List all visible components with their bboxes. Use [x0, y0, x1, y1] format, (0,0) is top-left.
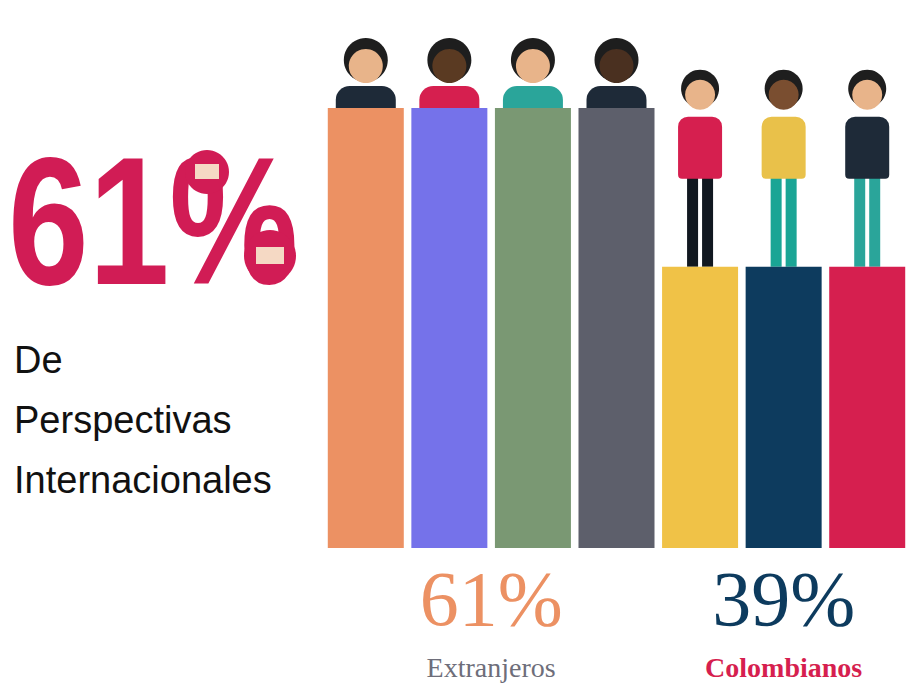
svg-text:61%: 61% — [8, 119, 298, 322]
svg-text:Perspectivas: Perspectivas — [14, 399, 232, 441]
svg-text:61%: 61% — [420, 555, 563, 642]
svg-text:Colombianos: Colombianos — [705, 652, 862, 683]
svg-text:De: De — [14, 339, 63, 381]
svg-text:Extranjeros: Extranjeros — [427, 652, 556, 683]
svg-text:Internacionales: Internacionales — [14, 459, 272, 501]
svg-text:39%: 39% — [712, 555, 855, 642]
